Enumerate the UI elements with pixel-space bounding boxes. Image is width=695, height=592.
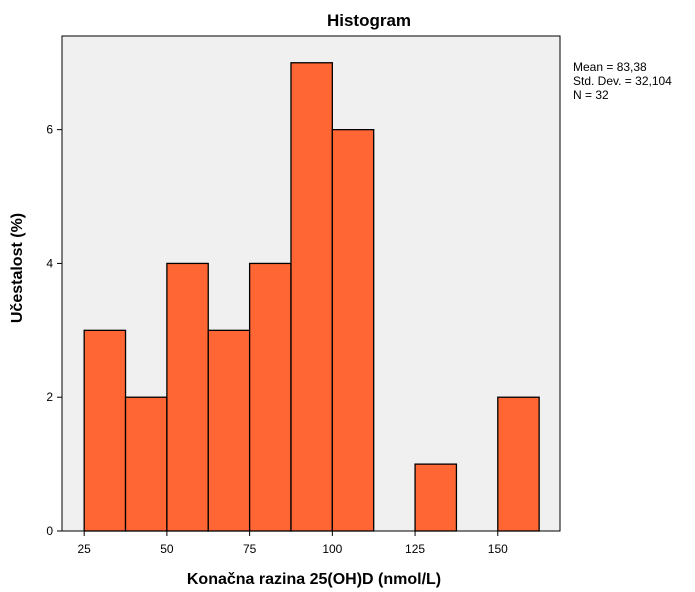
histogram-bar-5 <box>291 63 332 531</box>
histogram-bar-2 <box>167 263 208 531</box>
y-tick-label: 2 <box>46 390 53 404</box>
histogram-bar-4 <box>250 263 291 531</box>
chart-title: Histogram <box>327 11 411 30</box>
stat-line: Std. Dev. = 32,104 <box>573 74 672 88</box>
y-axis-title: Učestalost (%) <box>9 213 26 323</box>
x-tick-label: 25 <box>77 542 91 556</box>
x-tick-label: 75 <box>243 542 257 556</box>
histogram-bar-10 <box>498 397 539 531</box>
x-tick-label: 150 <box>488 542 508 556</box>
y-tick-label: 4 <box>46 256 53 270</box>
y-axis-ticks: 0 2 4 6 <box>46 123 62 538</box>
x-tick-label: 50 <box>160 542 174 556</box>
histogram-bar-3 <box>208 330 249 531</box>
y-tick-label: 0 <box>46 524 53 538</box>
histogram-bar-1 <box>126 397 167 531</box>
stat-line: N = 32 <box>573 88 609 102</box>
histogram-bar-0 <box>84 330 125 531</box>
histogram-bar-6 <box>332 130 373 531</box>
x-axis-ticks: 25 50 75 100 125 150 <box>77 531 508 556</box>
stat-line: Mean = 83,38 <box>573 60 647 74</box>
histogram-bar-8 <box>415 464 456 531</box>
x-tick-label: 100 <box>322 542 342 556</box>
x-tick-label: 125 <box>405 542 425 556</box>
x-axis-title: Konačna razina 25(OH)D (nmol/L) <box>187 571 441 588</box>
y-tick-label: 6 <box>46 123 53 137</box>
